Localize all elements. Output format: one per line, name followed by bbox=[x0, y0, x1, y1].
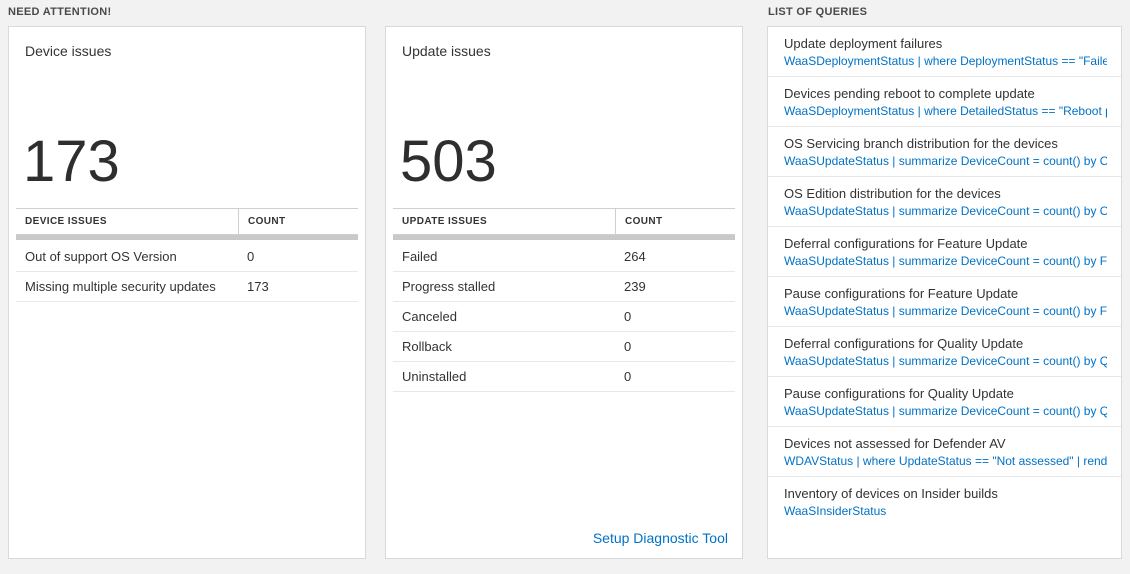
row-count: 0 bbox=[624, 309, 632, 324]
query-item-defender-av-not-assessed[interactable]: Devices not assessed for Defender AV WDA… bbox=[768, 427, 1121, 477]
query-title: Update deployment failures bbox=[784, 36, 943, 51]
row-count: 0 bbox=[624, 339, 632, 354]
row-count: 0 bbox=[247, 249, 255, 264]
query-item-devices-pending-reboot[interactable]: Devices pending reboot to complete updat… bbox=[768, 77, 1121, 127]
table-header-divider bbox=[393, 235, 735, 240]
row-label: Rollback bbox=[402, 339, 452, 354]
query-title: Pause configurations for Quality Update bbox=[784, 386, 1014, 401]
need-attention-header: NEED ATTENTION! bbox=[8, 6, 112, 18]
device-issues-count[interactable]: 173 bbox=[23, 129, 120, 194]
query-text: WaaSDeploymentStatus | where DeploymentS… bbox=[784, 54, 1107, 68]
row-count: 264 bbox=[624, 249, 646, 264]
list-of-queries-header: LIST OF QUERIES bbox=[768, 6, 868, 18]
table-row-progress-stalled[interactable]: Progress stalled 239 bbox=[393, 272, 735, 302]
device-issues-table: DEVICE ISSUES COUNT Out of support OS Ve… bbox=[16, 208, 358, 302]
query-title: Inventory of devices on Insider builds bbox=[784, 486, 998, 501]
query-text: WaaSUpdateStatus | summarize DeviceCount… bbox=[784, 404, 1107, 418]
setup-diagnostic-tool-link[interactable]: Setup Diagnostic Tool bbox=[592, 530, 728, 546]
query-text: WDAVStatus | where UpdateStatus == "Not … bbox=[784, 454, 1107, 468]
query-title: OS Edition distribution for the devices bbox=[784, 186, 1001, 201]
query-item-deferral-feature-update[interactable]: Deferral configurations for Feature Upda… bbox=[768, 227, 1121, 277]
query-text: WaaSUpdateStatus | summarize DeviceCount… bbox=[784, 254, 1107, 268]
query-title: Devices pending reboot to complete updat… bbox=[784, 86, 1035, 101]
device-issues-table-header: DEVICE ISSUES COUNT bbox=[16, 208, 358, 235]
update-issues-table-header: UPDATE ISSUES COUNT bbox=[393, 208, 735, 235]
row-label: Canceled bbox=[402, 309, 457, 324]
table-row-missing-security-updates[interactable]: Missing multiple security updates 173 bbox=[16, 272, 358, 302]
query-item-deferral-quality-update[interactable]: Deferral configurations for Quality Upda… bbox=[768, 327, 1121, 377]
query-title: Deferral configurations for Quality Upda… bbox=[784, 336, 1024, 351]
query-text: WaaSInsiderStatus bbox=[784, 504, 887, 518]
query-title: Deferral configurations for Feature Upda… bbox=[784, 236, 1028, 251]
table-row-uninstalled[interactable]: Uninstalled 0 bbox=[393, 362, 735, 392]
table-row-failed[interactable]: Failed 264 bbox=[393, 242, 735, 272]
query-text: WaaSUpdateStatus | summarize DeviceCount… bbox=[784, 204, 1107, 218]
query-item-insider-builds-inventory[interactable]: Inventory of devices on Insider builds W… bbox=[768, 477, 1121, 526]
query-item-os-edition-distribution[interactable]: OS Edition distribution for the devices … bbox=[768, 177, 1121, 227]
column-header-count: COUNT bbox=[615, 209, 735, 234]
table-header-divider bbox=[16, 235, 358, 240]
query-item-pause-quality-update[interactable]: Pause configurations for Quality Update … bbox=[768, 377, 1121, 427]
row-count: 0 bbox=[624, 369, 632, 384]
query-item-pause-feature-update[interactable]: Pause configurations for Feature Update … bbox=[768, 277, 1121, 327]
row-label: Progress stalled bbox=[402, 279, 496, 294]
query-item-os-servicing-branch[interactable]: OS Servicing branch distribution for the… bbox=[768, 127, 1121, 177]
row-label: Missing multiple security updates bbox=[25, 279, 216, 294]
device-issues-title: Device issues bbox=[25, 43, 112, 59]
column-header-device-issues: DEVICE ISSUES bbox=[25, 216, 107, 227]
query-title: OS Servicing branch distribution for the… bbox=[784, 136, 1058, 151]
query-text: WaaSDeploymentStatus | where DetailedSta… bbox=[784, 104, 1107, 118]
query-item-update-deployment-failures[interactable]: Update deployment failures WaaSDeploymen… bbox=[768, 27, 1121, 77]
query-text: WaaSUpdateStatus | summarize DeviceCount… bbox=[784, 154, 1107, 168]
update-issues-title: Update issues bbox=[402, 43, 491, 59]
table-row-rollback[interactable]: Rollback 0 bbox=[393, 332, 735, 362]
row-label: Failed bbox=[402, 249, 438, 264]
row-label: Uninstalled bbox=[402, 369, 467, 384]
update-issues-count[interactable]: 503 bbox=[400, 129, 497, 194]
column-header-update-issues: UPDATE ISSUES bbox=[402, 216, 488, 227]
query-title: Pause configurations for Feature Update bbox=[784, 286, 1019, 301]
query-title: Devices not assessed for Defender AV bbox=[784, 436, 1006, 451]
device-issues-card: Device issues 173 DEVICE ISSUES COUNT Ou… bbox=[8, 26, 366, 559]
row-count: 239 bbox=[624, 279, 646, 294]
table-row-canceled[interactable]: Canceled 0 bbox=[393, 302, 735, 332]
update-issues-card: Update issues 503 UPDATE ISSUES COUNT Fa… bbox=[385, 26, 743, 559]
row-count: 173 bbox=[247, 279, 269, 294]
query-text: WaaSUpdateStatus | summarize DeviceCount… bbox=[784, 304, 1107, 318]
query-text: WaaSUpdateStatus | summarize DeviceCount… bbox=[784, 354, 1107, 368]
list-of-queries-card: Update deployment failures WaaSDeploymen… bbox=[767, 26, 1122, 559]
column-header-count: COUNT bbox=[238, 209, 358, 234]
table-row-out-of-support[interactable]: Out of support OS Version 0 bbox=[16, 242, 358, 272]
row-label: Out of support OS Version bbox=[25, 249, 177, 264]
update-issues-table: UPDATE ISSUES COUNT Failed 264 Progress … bbox=[393, 208, 735, 392]
